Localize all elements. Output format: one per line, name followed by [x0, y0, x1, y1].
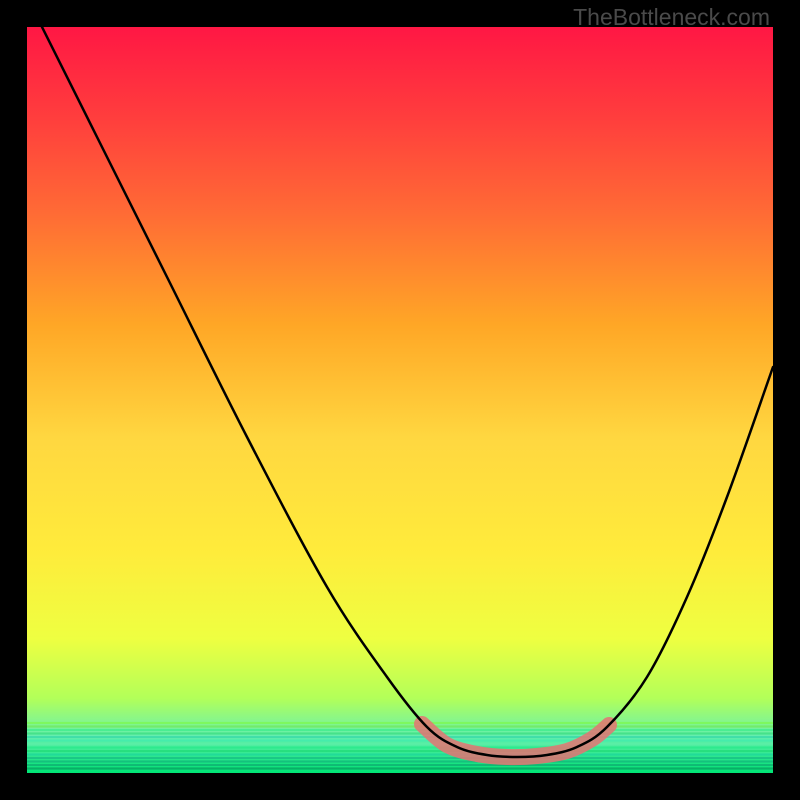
chart-curve-layer	[27, 27, 773, 773]
bottleneck-chart	[27, 27, 773, 773]
bottleneck-highlight-band	[422, 724, 609, 757]
bottleneck-curve	[42, 27, 773, 757]
watermark-text: TheBottleneck.com	[573, 4, 770, 31]
